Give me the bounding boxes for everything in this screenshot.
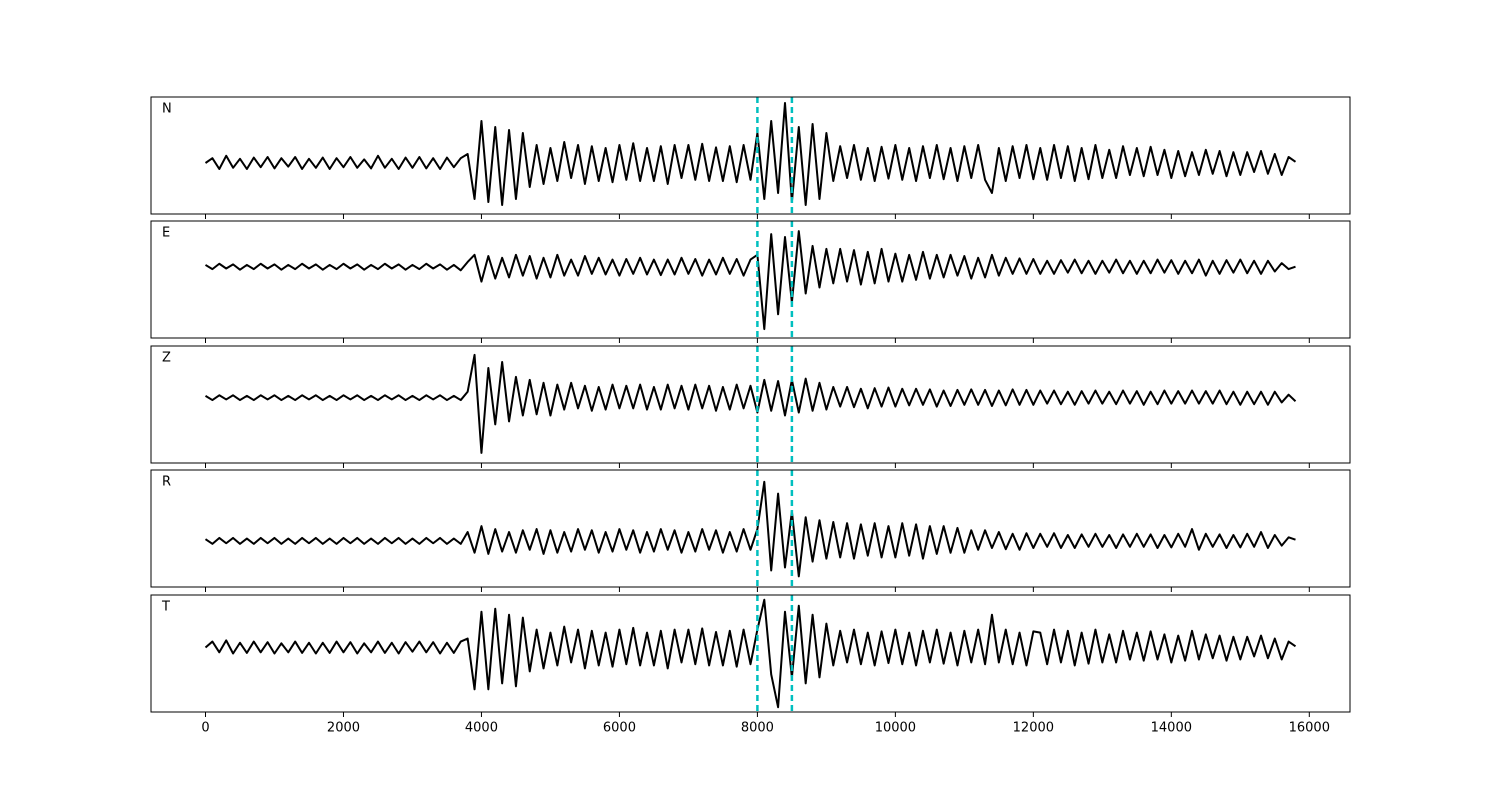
trace [204, 480, 1296, 578]
x-tick-label: 12000 [1013, 721, 1054, 736]
panel-frame [150, 345, 1351, 464]
trace [204, 230, 1296, 331]
x-tick-label: 2000 [327, 721, 360, 736]
x-tick-label: 6000 [603, 721, 636, 736]
x-tick-label: 4000 [465, 721, 498, 736]
trace [204, 102, 1297, 206]
x-tick-label: 0 [201, 721, 209, 736]
x-tick-label: 14000 [1151, 721, 1192, 736]
panel-label: N [162, 102, 172, 117]
x-tick-label: 8000 [741, 721, 774, 736]
panel-label: E [162, 226, 170, 241]
panel-frame [150, 469, 1351, 588]
panel-frame [150, 594, 1351, 713]
panel-label: T [161, 600, 170, 615]
x-tick-label: 16000 [1289, 721, 1330, 736]
panel-label: R [162, 475, 171, 490]
panel-frame [150, 96, 1351, 215]
trace [204, 353, 1297, 454]
trace [204, 598, 1297, 709]
panel-frame [150, 220, 1351, 339]
x-tick-label: 10000 [875, 721, 916, 736]
panel-label: Z [162, 351, 171, 366]
